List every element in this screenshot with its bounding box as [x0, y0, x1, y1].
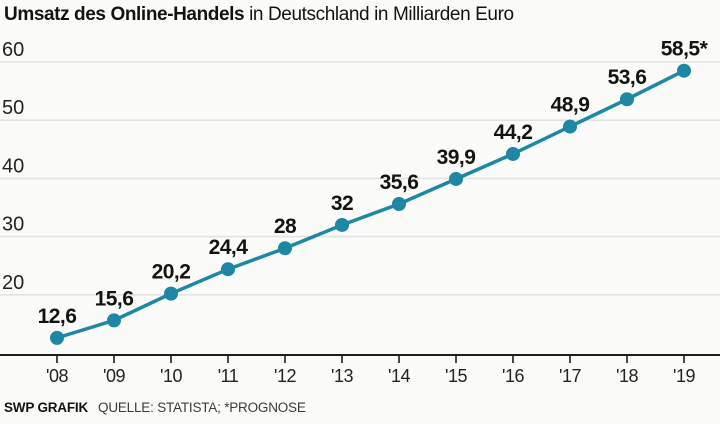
data-point [563, 119, 577, 134]
data-point-label: 24,4 [209, 236, 249, 259]
footer: SWP GRAFIK QUELLE: STATISTA; *PROGNOSE [4, 400, 306, 415]
data-point-label: 28 [274, 215, 297, 238]
x-axis-tick-label: '17 [559, 366, 581, 386]
x-axis-tick-label: '10 [160, 366, 182, 386]
chart-title-bold: Umsatz des Online-Handels [4, 4, 245, 25]
chart-title-rest: in Deutschland in Milliarden Euro [244, 4, 514, 25]
y-axis-tick-label: 40 [2, 155, 24, 177]
x-axis-tick-label: '16 [502, 366, 524, 386]
data-point [677, 63, 691, 78]
y-axis-tick-label: 30 [2, 214, 24, 236]
data-point-label: 44,2 [494, 121, 533, 144]
data-point [620, 92, 634, 107]
y-axis-tick-label: 20 [2, 272, 24, 294]
x-axis-tick-label: '08 [46, 366, 68, 386]
data-point [449, 171, 463, 186]
x-axis-tick-label: '18 [616, 366, 638, 386]
data-point-label: 53,6 [608, 66, 647, 89]
series-line [56, 69, 685, 340]
data-point [392, 197, 406, 212]
data-point [221, 262, 235, 277]
footer-source: QUELLE: STATISTA; *PROGNOSE [98, 400, 306, 415]
footer-brand: SWP GRAFIK [4, 400, 89, 415]
x-axis-tick-label: '09 [103, 366, 125, 386]
chart-title: Umsatz des Online-Handels in Deutschland… [4, 4, 514, 26]
data-point-label: 15,6 [95, 287, 134, 310]
x-axis-tick-label: '19 [673, 366, 695, 386]
data-point [50, 330, 64, 345]
data-point [335, 217, 349, 232]
data-point [506, 146, 520, 161]
x-axis-tick-label: '15 [445, 366, 467, 386]
data-point-label: 32 [331, 192, 353, 215]
data-point-label: 48,9 [551, 94, 590, 117]
data-point-label: 58,5* [661, 38, 709, 61]
data-point-label: 20,2 [152, 261, 191, 284]
x-axis-tick-label: '12 [274, 366, 296, 386]
y-axis-tick-label: 50 [2, 97, 24, 119]
data-point-label: 35,6 [380, 171, 419, 194]
y-axis-tick-label: 60 [2, 39, 24, 61]
data-point-label: 39,9 [437, 146, 476, 169]
x-axis-tick-label: '11 [218, 366, 239, 386]
x-axis-tick-label: '13 [331, 366, 353, 386]
data-point [278, 241, 292, 256]
data-point-label: 12,6 [38, 305, 77, 328]
data-point [164, 286, 178, 301]
x-axis-tick-label: '14 [388, 366, 410, 386]
data-point [107, 313, 121, 328]
